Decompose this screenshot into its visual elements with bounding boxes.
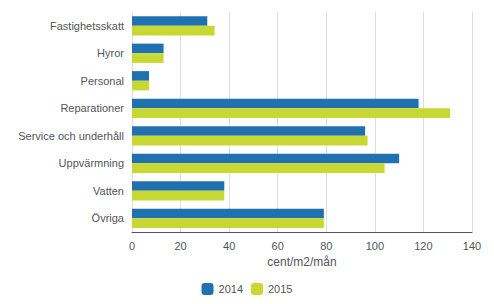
svg-text:Fastighetsskatt: Fastighetsskatt [50,20,124,32]
svg-text:Reparationer: Reparationer [60,102,124,114]
svg-text:140: 140 [463,240,481,252]
svg-text:Hyror: Hyror [97,47,124,59]
svg-text:Övriga: Övriga [92,212,125,224]
svg-text:20: 20 [174,240,186,252]
svg-text:40: 40 [223,240,235,252]
svg-text:0: 0 [129,240,135,252]
svg-text:60: 60 [272,240,284,252]
svg-text:2014: 2014 [219,283,243,295]
svg-text:100: 100 [366,240,384,252]
svg-text:Service och underhåll: Service och underhåll [18,130,124,142]
svg-text:120: 120 [414,240,432,252]
svg-text:Uppvärmning: Uppvärmning [59,157,124,169]
svg-text:Personal: Personal [81,75,124,87]
svg-text:cent/m2/mån: cent/m2/mån [267,255,336,269]
svg-text:Vatten: Vatten [93,185,124,197]
svg-text:2015: 2015 [268,283,292,295]
svg-text:80: 80 [320,240,332,252]
